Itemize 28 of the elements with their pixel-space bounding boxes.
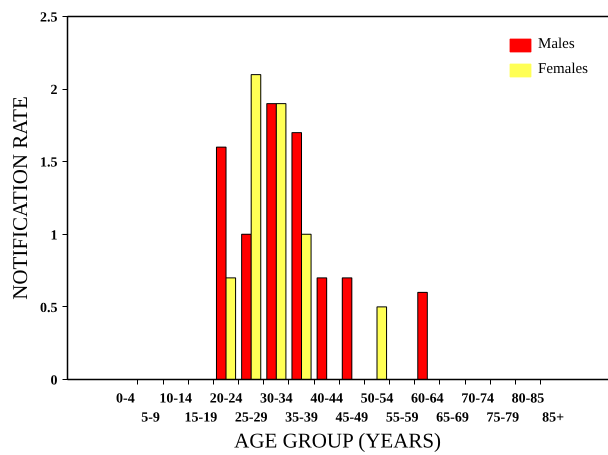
x-tick-label: 35-39: [285, 410, 318, 426]
x-tick-label: 50-54: [360, 392, 394, 406]
legend-label: Females: [538, 61, 588, 78]
x-tick-label: 80-85: [512, 392, 544, 406]
y-tick-label: 2: [50, 83, 58, 98]
x-tick-label: 15-19: [184, 410, 218, 426]
x-tick-label: 45-49: [336, 410, 368, 426]
x-tick-label: 0-4: [116, 392, 135, 406]
x-tick-label: 25-29: [234, 410, 268, 426]
y-tick-label: 1.5: [40, 156, 58, 171]
x-tick-label: 20-24: [210, 392, 242, 406]
x-tick-label: 40-44: [310, 392, 344, 406]
legend-label: Males: [538, 36, 575, 53]
x-tick-label: 85+: [542, 410, 564, 426]
x-tick-label: 75-79: [486, 410, 520, 426]
x-tick-label: 55-59: [386, 410, 419, 426]
y-tick-label: 0: [50, 374, 58, 388]
y-tick-label: 0.5: [40, 300, 58, 316]
x-tick-label: 60-64: [410, 392, 444, 406]
x-tick-label: 5-9: [141, 410, 160, 426]
y-axis-title: NOTIFICATION RATE: [8, 96, 32, 300]
x-tick-label: 70-74: [461, 392, 494, 406]
x-axis-title: AGE GROUP (YEARS): [234, 428, 442, 452]
y-tick-label: 2.5: [40, 10, 58, 26]
x-tick-label: 10-14: [159, 392, 192, 406]
x-tick-label: 65-69: [436, 410, 469, 426]
x-tick-label: 30-34: [260, 392, 293, 406]
y-tick-label: 1: [50, 228, 58, 244]
